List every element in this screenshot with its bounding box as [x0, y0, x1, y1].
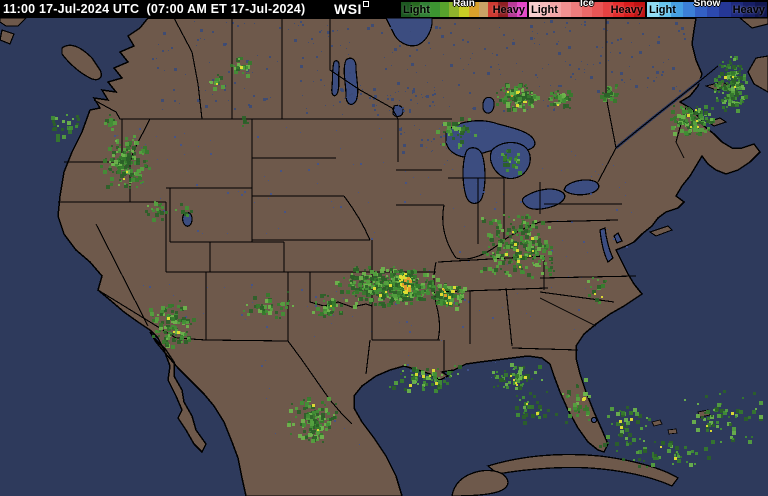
legend-ice-gradient — [529, 2, 646, 17]
border-pa-md — [539, 219, 619, 223]
border-ca-nv — [95, 223, 149, 327]
wsi-logo: WSI — [334, 1, 369, 17]
yucatan-peninsula — [451, 469, 509, 496]
legend-ice-heavy: Heavy — [610, 4, 643, 16]
long-island — [648, 225, 673, 237]
border-tx-la — [365, 339, 371, 375]
lake-okeechobee — [590, 416, 598, 424]
wsi-logo-text: WSI — [334, 1, 362, 17]
border-tn-ms-al — [437, 287, 549, 293]
lake-winnipegosis — [331, 60, 340, 97]
radar-echoes — [51, 56, 763, 468]
border-us-canada — [93, 99, 452, 120]
vancouver-island — [61, 44, 102, 81]
border-il-mo — [442, 204, 457, 259]
legend-rain-gradient — [401, 2, 527, 17]
lake-of-the-woods — [392, 104, 404, 118]
legend-ice: Ice Light Heavy — [528, 0, 646, 18]
timestamp: 11:00 17-Jul-2024 UTC (07:00 AM ET 17-Ju… — [3, 2, 306, 16]
lakes — [182, 18, 623, 424]
great-salt-lake — [182, 212, 193, 227]
border-ga-sc — [539, 297, 597, 327]
border-al-ga — [505, 287, 513, 347]
canada-lake-speckles — [152, 20, 686, 161]
legend-rain-heavy: Heavy — [492, 4, 525, 16]
radar-map — [0, 18, 768, 496]
precip-legend: Rain Light Heavy Ice Light Heavy Snow Li… — [400, 0, 768, 18]
border-st-lawrence — [597, 65, 719, 183]
legend-snow-heavy: Heavy — [732, 4, 765, 16]
wsi-trademark-icon — [362, 1, 369, 7]
border-bc-ab — [173, 18, 203, 120]
legend-ice-light: Light — [531, 4, 558, 16]
legend-snow-gradient — [647, 2, 767, 17]
cuba — [486, 453, 679, 487]
border-tx-ok-panhandle — [309, 272, 373, 308]
newfoundland-edge — [747, 55, 768, 93]
header-bar: 11:00 17-Jul-2024 UTC (07:00 AM ET 17-Ju… — [0, 0, 768, 18]
border-mb-on — [329, 18, 399, 120]
border-nc-sc — [539, 291, 615, 303]
lake-nipigon — [482, 96, 495, 114]
haida-gwaii-islands — [0, 18, 27, 45]
legend-snow: Snow Light Heavy — [646, 0, 768, 18]
hudson-james-bay — [385, 18, 433, 47]
border-ia-ne — [343, 195, 371, 241]
border-us-mexico — [97, 289, 353, 425]
chesapeake-bay — [599, 227, 614, 263]
legend-rain: Rain Light Heavy — [400, 0, 528, 18]
legend-snow-title: Snow — [693, 0, 721, 9]
lake-michigan — [462, 147, 486, 204]
lake-ontario — [563, 179, 600, 196]
legend-rain-light: Light — [403, 4, 430, 16]
delaware-bay — [613, 232, 623, 244]
legend-ice-title: Ice — [580, 0, 594, 9]
labrador-corner — [739, 18, 768, 29]
legend-snow-light: Light — [649, 4, 676, 16]
border-ga-fl — [511, 347, 579, 351]
lake-winnipeg — [343, 57, 359, 105]
legend-rain-title: Rain — [453, 0, 475, 9]
border-va-nc — [539, 275, 637, 279]
